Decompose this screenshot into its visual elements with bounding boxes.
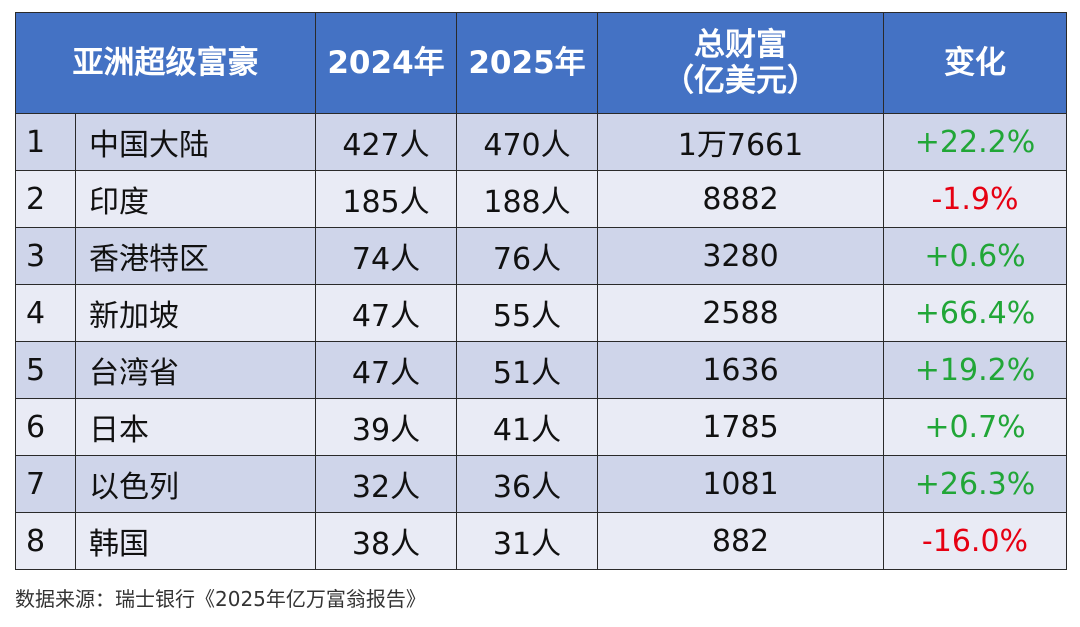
rank-cell: 8: [15, 512, 76, 570]
count-2024-cell: 74人: [315, 227, 457, 285]
rank-cell: 1: [15, 113, 76, 171]
region-cell: 台湾省: [75, 341, 316, 399]
count-2025-cell: 55人: [456, 284, 598, 342]
count-2025-cell: 76人: [456, 227, 598, 285]
rank-cell: 3: [15, 227, 76, 285]
total-wealth-cell: 1081: [597, 455, 884, 513]
table-row: 3 香港特区 74人 76人 3280 +0.6%: [15, 227, 1067, 285]
total-wealth-cell: 2588: [597, 284, 884, 342]
total-wealth-cell: 1万7661: [597, 113, 884, 171]
rank-cell: 5: [15, 341, 76, 399]
change-cell: +0.7%: [883, 398, 1067, 456]
count-2024-cell: 47人: [315, 341, 457, 399]
count-2025-cell: 36人: [456, 455, 598, 513]
count-2025-cell: 31人: [456, 512, 598, 570]
region-cell: 韩国: [75, 512, 316, 570]
region-cell: 新加坡: [75, 284, 316, 342]
count-2025-cell: 470人: [456, 113, 598, 171]
count-2024-cell: 427人: [315, 113, 457, 171]
source-note: 数据来源：瑞士银行《2025年亿万富翁报告》: [15, 587, 426, 611]
region-cell: 日本: [75, 398, 316, 456]
total-wealth-cell: 1636: [597, 341, 884, 399]
header-change: 变化: [883, 12, 1067, 114]
change-cell: +26.3%: [883, 455, 1067, 513]
rank-cell: 4: [15, 284, 76, 342]
count-2024-cell: 32人: [315, 455, 457, 513]
rank-cell: 7: [15, 455, 76, 513]
header-2025: 2025年: [456, 12, 598, 114]
region-cell: 印度: [75, 170, 316, 228]
change-cell: +19.2%: [883, 341, 1067, 399]
header-total-wealth: 总财富 （亿美元）: [597, 12, 884, 114]
table-row: 2 印度 185人 188人 8882 -1.9%: [15, 170, 1067, 228]
total-wealth-cell: 882: [597, 512, 884, 570]
table-row: 6 日本 39人 41人 1785 +0.7%: [15, 398, 1067, 456]
table-row: 5 台湾省 47人 51人 1636 +19.2%: [15, 341, 1067, 399]
change-cell: +66.4%: [883, 284, 1067, 342]
count-2025-cell: 51人: [456, 341, 598, 399]
table-row: 4 新加坡 47人 55人 2588 +66.4%: [15, 284, 1067, 342]
region-cell: 以色列: [75, 455, 316, 513]
change-cell: +0.6%: [883, 227, 1067, 285]
count-2024-cell: 185人: [315, 170, 457, 228]
count-2024-cell: 39人: [315, 398, 457, 456]
table-row: 8 韩国 38人 31人 882 -16.0%: [15, 512, 1067, 570]
total-wealth-cell: 8882: [597, 170, 884, 228]
table-body: 1 中国大陆 427人 470人 1万7661 +22.2% 2 印度 185人 188人 8882…: [15, 113, 1067, 570]
count-2025-cell: 41人: [456, 398, 598, 456]
total-wealth-cell: 1785: [597, 398, 884, 456]
rank-cell: 2: [15, 170, 76, 228]
count-2025-cell: 188人: [456, 170, 598, 228]
change-cell: -16.0%: [883, 512, 1067, 570]
total-wealth-cell: 3280: [597, 227, 884, 285]
count-2024-cell: 38人: [315, 512, 457, 570]
count-2024-cell: 47人: [315, 284, 457, 342]
header-row: 亚洲超级富豪 2024年 2025年 总财富 （亿美元） 变化: [15, 12, 1067, 114]
rank-cell: 6: [15, 398, 76, 456]
region-cell: 香港特区: [75, 227, 316, 285]
table-row: 1 中国大陆 427人 470人 1万7661 +22.2%: [15, 113, 1067, 171]
header-region: 亚洲超级富豪: [15, 12, 316, 114]
region-cell: 中国大陆: [75, 113, 316, 171]
header-2024: 2024年: [315, 12, 457, 114]
change-cell: -1.9%: [883, 170, 1067, 228]
billionaire-table: 亚洲超级富豪 2024年 2025年 总财富 （亿美元） 变化 1 中国大陆 427…: [15, 12, 1067, 570]
table-row: 7 以色列 32人 36人 1081 +26.3%: [15, 455, 1067, 513]
change-cell: +22.2%: [883, 113, 1067, 171]
